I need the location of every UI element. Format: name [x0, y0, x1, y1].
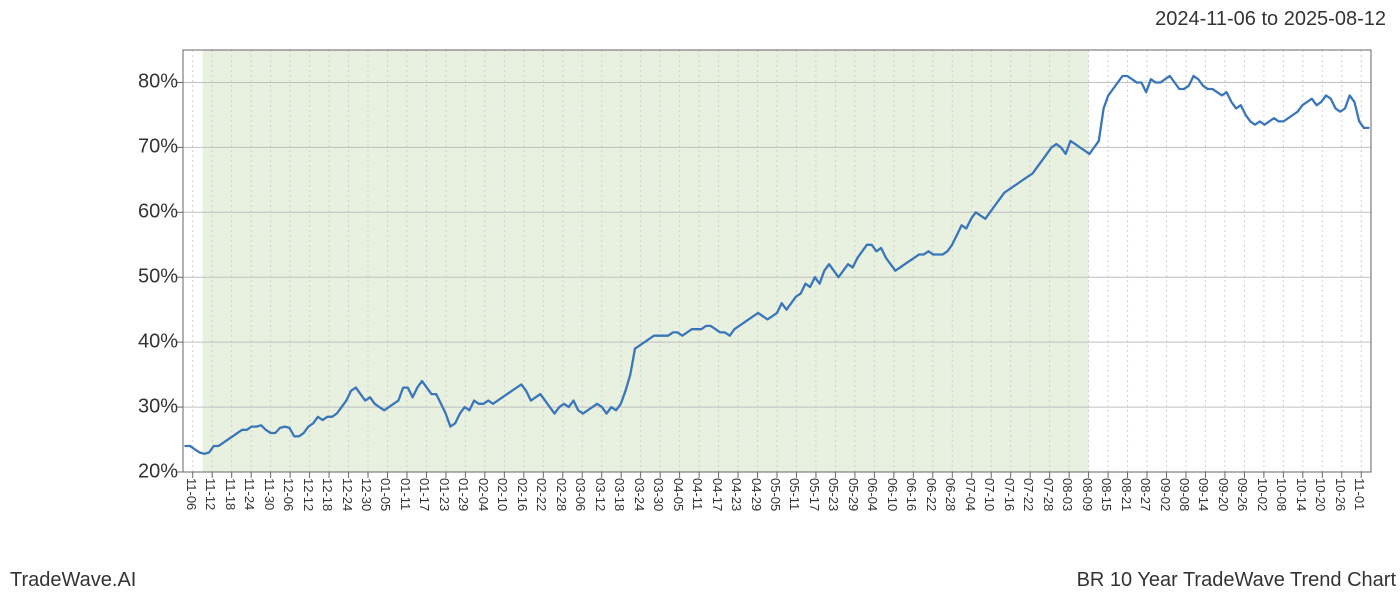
- x-tick-label: 02-16: [515, 478, 530, 511]
- y-tick-label: 50%: [138, 266, 178, 289]
- x-tick-label: 11-06: [184, 478, 199, 510]
- x-tick-label: 12-12: [301, 478, 316, 511]
- x-tick-label: 10-08: [1274, 478, 1289, 511]
- x-tick-label: 01-23: [437, 478, 452, 511]
- x-tick-label: 07-22: [1021, 478, 1036, 511]
- x-tick-label: 06-28: [943, 478, 958, 511]
- x-tick-label: 06-10: [885, 478, 900, 511]
- x-tick-label: 11-24: [242, 478, 257, 510]
- x-tick-label: 09-26: [1235, 478, 1250, 511]
- x-tick-label: 01-11: [398, 478, 413, 510]
- x-tick-label: 01-29: [456, 478, 471, 511]
- x-tick-label: 05-11: [787, 478, 802, 510]
- x-tick-label: 02-04: [476, 478, 491, 511]
- x-tick-label: 12-18: [320, 478, 335, 511]
- x-tick-label: 05-05: [768, 478, 783, 511]
- x-tick-label: 06-16: [904, 478, 919, 511]
- y-tick-label: 20%: [138, 461, 178, 484]
- y-tick-label: 70%: [138, 136, 178, 159]
- x-tick-label: 02-28: [554, 478, 569, 511]
- y-tick-label: 40%: [138, 331, 178, 354]
- x-tick-label: 04-29: [749, 478, 764, 511]
- x-tick-label: 10-02: [1255, 478, 1270, 511]
- x-tick-label: 03-30: [651, 478, 666, 511]
- x-tick-label: 10-26: [1333, 478, 1348, 511]
- x-tick-label: 03-06: [573, 478, 588, 511]
- x-tick-label: 07-10: [982, 478, 997, 511]
- y-tick-label: 80%: [138, 71, 178, 94]
- x-tick-label: 11-30: [262, 478, 277, 510]
- x-tick-label: 09-20: [1216, 478, 1231, 511]
- x-tick-label: 11-12: [203, 478, 218, 510]
- x-tick-label: 04-23: [729, 478, 744, 511]
- x-tick-label: 03-18: [612, 478, 627, 511]
- x-tick-label: 03-12: [593, 478, 608, 511]
- x-tick-label: 01-17: [417, 478, 432, 511]
- x-tick-label: 05-23: [826, 478, 841, 511]
- y-tick-label: 30%: [138, 396, 178, 419]
- x-tick-label: 07-28: [1041, 478, 1056, 511]
- x-tick-label: 04-05: [671, 478, 686, 511]
- x-tick-label: 02-22: [534, 478, 549, 511]
- x-tick-label: 08-03: [1060, 478, 1075, 511]
- x-tick-label: 07-16: [1002, 478, 1017, 511]
- x-tick-label: 10-14: [1294, 478, 1309, 511]
- x-tick-label: 07-04: [963, 478, 978, 511]
- x-tick-label: 11-18: [223, 478, 238, 510]
- x-tick-label: 05-29: [846, 478, 861, 511]
- x-tick-label: 06-22: [924, 478, 939, 511]
- x-tick-label: 11-01: [1352, 478, 1367, 510]
- x-tick-label: 08-21: [1119, 478, 1134, 511]
- x-tick-label: 06-04: [865, 478, 880, 511]
- x-tick-label: 04-17: [710, 478, 725, 511]
- y-tick-label: 60%: [138, 201, 178, 224]
- x-tick-label: 08-09: [1080, 478, 1095, 511]
- x-tick-label: 12-30: [359, 478, 374, 511]
- x-tick-label: 01-05: [378, 478, 393, 511]
- x-tick-label: 09-02: [1158, 478, 1173, 511]
- x-tick-label: 12-06: [281, 478, 296, 511]
- x-tick-label: 08-15: [1099, 478, 1114, 511]
- x-tick-label: 05-17: [807, 478, 822, 511]
- x-tick-label: 03-24: [632, 478, 647, 511]
- x-tick-label: 10-20: [1313, 478, 1328, 511]
- x-tick-label: 09-14: [1196, 478, 1211, 511]
- x-tick-label: 09-08: [1177, 478, 1192, 511]
- x-tick-label: 02-10: [495, 478, 510, 511]
- x-tick-label: 08-27: [1138, 478, 1153, 511]
- x-tick-label: 12-24: [340, 478, 355, 511]
- x-tick-label: 04-11: [690, 478, 705, 510]
